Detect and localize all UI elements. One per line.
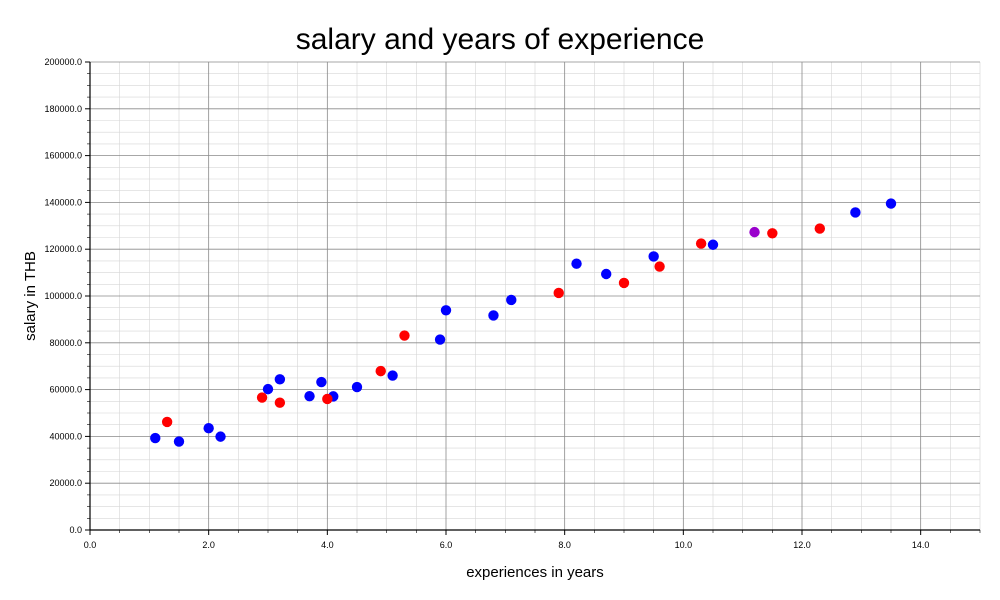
data-point	[256, 392, 268, 403]
data-point	[161, 416, 173, 428]
y-tick-label: 40000.0	[49, 431, 82, 441]
data-point	[707, 239, 719, 250]
x-tick-label: 4.0	[321, 540, 334, 550]
chart-title: salary and years of experience	[296, 23, 705, 56]
tick-labels: 0.0 2.0 4.0 6.0 8.0 10.0 12.0 14.0 0.0 20000.0 400…	[44, 57, 929, 550]
data-point	[440, 305, 452, 316]
x-tick-label: 2.0	[202, 540, 215, 550]
y-axis-title: salary in THB	[22, 251, 39, 341]
data-point	[274, 374, 286, 385]
y-tick-label: 140000.0	[44, 197, 82, 207]
data-point	[434, 334, 446, 345]
y-tick-label: 100000.0	[44, 291, 82, 301]
data-point	[215, 431, 226, 442]
data-point	[571, 258, 582, 269]
x-tick-label: 12.0	[793, 540, 811, 550]
axes	[85, 61, 981, 535]
data-point	[262, 383, 274, 395]
data-point	[601, 268, 612, 280]
data-point	[506, 294, 517, 306]
x-axis-title: experiences in years	[466, 564, 604, 581]
data-points	[150, 198, 897, 447]
data-point	[648, 251, 659, 262]
y-tick-label: 160000.0	[44, 151, 82, 161]
data-point	[654, 261, 665, 272]
data-point	[322, 393, 333, 405]
data-point	[749, 226, 760, 238]
y-tick-label: 0.0	[69, 525, 82, 535]
data-point	[150, 432, 161, 444]
x-tick-label: 0.0	[84, 540, 97, 550]
y-tick-label: 200000.0	[44, 57, 82, 67]
data-point	[850, 207, 861, 218]
y-tick-label: 120000.0	[44, 244, 82, 254]
data-point	[767, 228, 778, 239]
x-tick-label: 14.0	[912, 540, 930, 550]
data-point	[274, 397, 286, 408]
data-point	[885, 198, 897, 209]
data-point	[375, 365, 386, 377]
data-point	[814, 223, 825, 234]
data-point	[203, 423, 214, 434]
y-tick-label: 80000.0	[49, 338, 82, 348]
x-tick-label: 10.0	[675, 540, 693, 550]
grid	[90, 61, 981, 530]
y-tick-label: 60000.0	[49, 385, 82, 395]
data-point	[618, 277, 630, 289]
y-tick-label: 20000.0	[49, 478, 82, 488]
data-point	[387, 370, 398, 381]
data-point	[399, 330, 410, 341]
data-point	[488, 310, 499, 321]
data-point	[173, 436, 185, 447]
y-tick-label: 180000.0	[44, 104, 82, 114]
data-point	[351, 381, 363, 393]
data-point	[304, 390, 315, 402]
data-point	[553, 287, 564, 299]
data-point	[695, 238, 707, 249]
x-tick-label: 8.0	[558, 540, 571, 550]
x-tick-label: 6.0	[440, 540, 453, 550]
data-point	[316, 376, 327, 388]
